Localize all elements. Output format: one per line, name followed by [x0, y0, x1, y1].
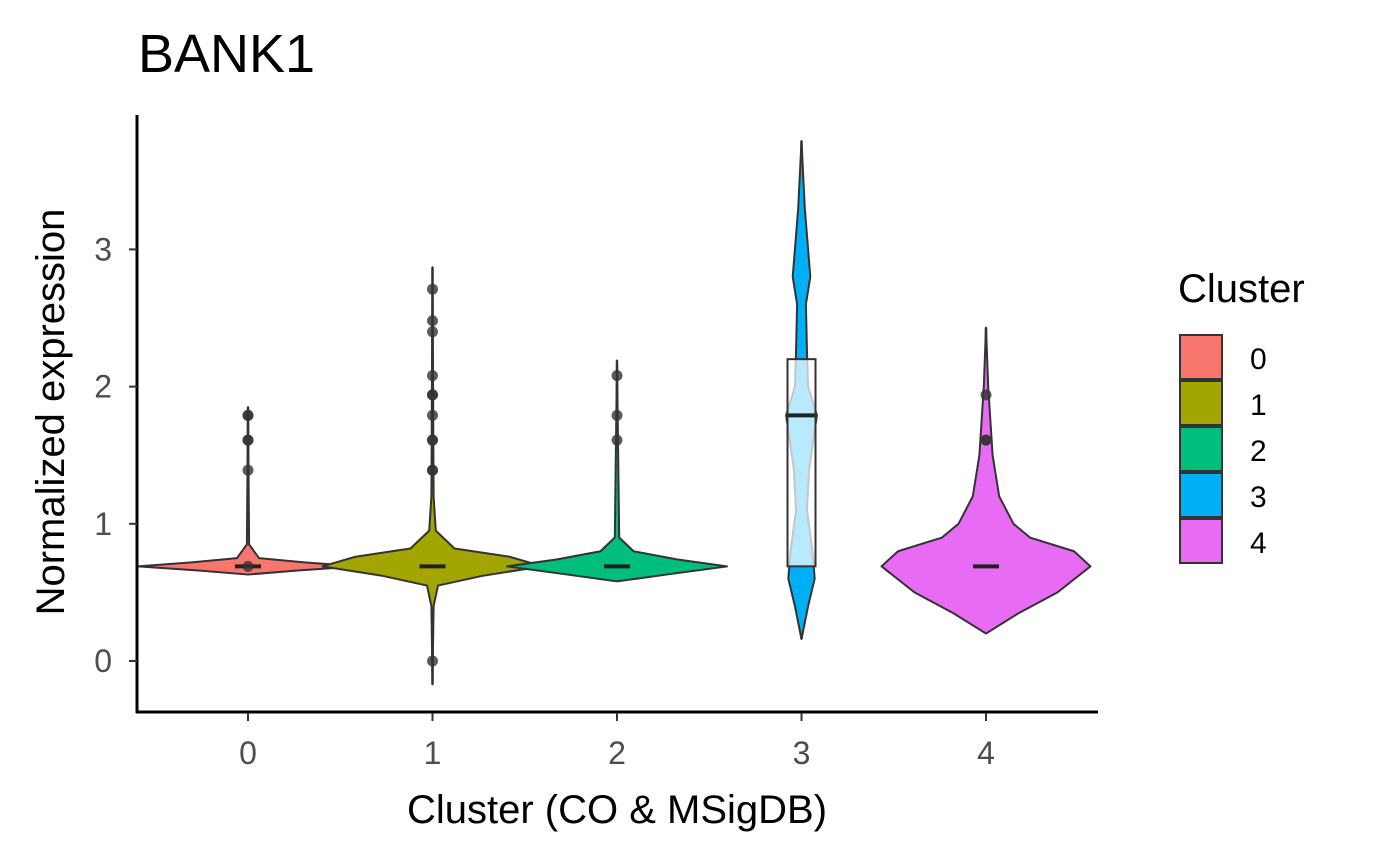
legend-label: 0 — [1250, 343, 1267, 376]
outlier-point — [611, 370, 623, 382]
y-tick-label: 3 — [94, 231, 112, 267]
legend-items: 0 1 2 3 4 — [1179, 334, 1267, 564]
y-axis-title: Normalized expression — [29, 209, 73, 616]
outlier-point — [242, 434, 254, 446]
outlier-point — [427, 409, 438, 421]
chart-title: BANK1 — [138, 24, 315, 84]
y-ticks: 0 1 2 3 — [94, 231, 137, 679]
legend: Cluster 0 1 2 3 4 — [1178, 267, 1305, 564]
legend-swatch — [1179, 426, 1223, 472]
y-tick-label: 2 — [94, 369, 112, 405]
violin-cluster-2 — [506, 359, 728, 583]
x-tick-label: 2 — [608, 735, 626, 771]
y-tick-label: 1 — [94, 506, 112, 542]
violin-cluster-4 — [880, 326, 1092, 635]
outlier-point — [611, 434, 623, 446]
violin-body — [137, 406, 359, 576]
violin-cluster-3 — [785, 140, 818, 641]
outlier-point — [980, 389, 992, 401]
legend-label: 3 — [1250, 481, 1267, 514]
outlier-point — [980, 434, 992, 446]
x-tick-label: 0 — [239, 735, 257, 771]
outlier-point — [427, 389, 438, 401]
violin-body — [880, 326, 1092, 635]
violin-body — [506, 359, 728, 583]
legend-label: 4 — [1250, 527, 1267, 560]
violins-layer — [137, 140, 1092, 686]
outlier-point — [427, 434, 438, 446]
outlier-point — [611, 409, 623, 421]
outlier-point — [427, 315, 438, 327]
legend-label: 1 — [1250, 389, 1267, 422]
x-tick-label: 3 — [793, 735, 811, 771]
outlier-point — [427, 326, 438, 338]
outlier-point — [427, 370, 438, 382]
outlier-point — [242, 464, 254, 476]
x-ticks: 0 1 2 3 4 — [239, 713, 995, 771]
outlier-point — [242, 560, 254, 572]
y-tick-label: 0 — [94, 643, 112, 679]
box-iqr — [786, 358, 817, 568]
legend-swatch — [1179, 334, 1223, 380]
outlier-point — [242, 409, 254, 421]
legend-label: 2 — [1250, 435, 1267, 468]
legend-swatch — [1179, 380, 1223, 426]
outlier-point — [427, 464, 438, 476]
violin-cluster-1 — [321, 266, 544, 686]
legend-swatch — [1179, 518, 1223, 564]
violin-cluster-0 — [137, 406, 359, 576]
x-tick-label: 1 — [424, 735, 442, 771]
x-tick-label: 4 — [977, 735, 995, 771]
x-axis-title: Cluster (CO & MSigDB) — [407, 788, 827, 832]
outlier-point — [427, 283, 438, 295]
outlier-point — [427, 655, 438, 667]
legend-title: Cluster — [1178, 267, 1305, 311]
axes: 0 1 2 3 0 1 2 3 4 — [94, 115, 1098, 771]
legend-swatch — [1179, 472, 1223, 518]
